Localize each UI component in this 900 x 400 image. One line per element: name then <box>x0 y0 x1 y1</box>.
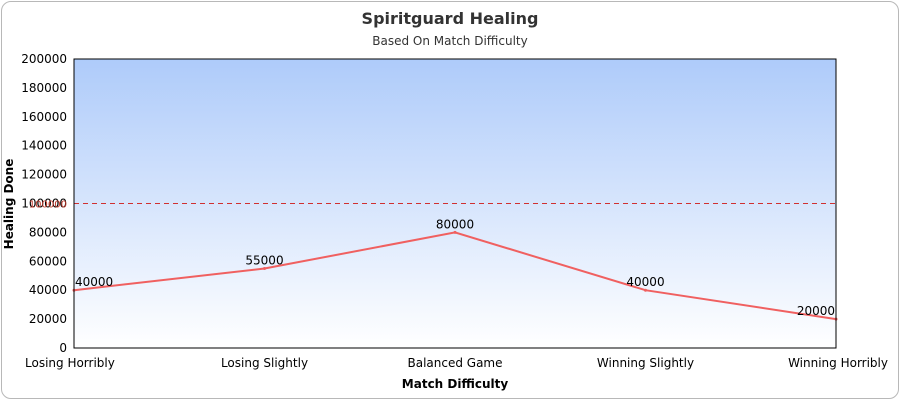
x-tick-label: Winning Horribly <box>788 356 888 370</box>
y-tick-label: 140000 <box>21 139 67 153</box>
x-tick-label: Losing Slightly <box>221 356 308 370</box>
data-label: 55000 <box>245 254 283 268</box>
data-point <box>644 288 647 292</box>
plot-border <box>73 58 837 349</box>
data-point <box>453 230 457 234</box>
y-tick-label: 60000 <box>29 254 67 268</box>
data-label: 40000 <box>626 275 664 289</box>
x-tick-label: Balanced Game <box>407 356 502 370</box>
data-labels: 40000 55000 80000 40000 20000 <box>72 217 838 321</box>
reference-line-label: 100000 <box>29 200 67 211</box>
y-tick-label: 20000 <box>29 312 67 326</box>
y-tick-label: 120000 <box>21 168 67 182</box>
x-tick-label: Winning Slightly <box>597 356 694 370</box>
data-label: 80000 <box>436 217 474 231</box>
y-tick-label: 180000 <box>21 81 67 95</box>
y-tick-label: 0 <box>59 341 67 355</box>
y-tick-label: 100000 <box>21 197 67 211</box>
data-label: 20000 <box>797 304 835 318</box>
y-axis-ticks: 0 20000 40000 60000 80000 100000 120000 140000 1… <box>21 52 67 355</box>
y-tick-label: 200000 <box>21 52 67 66</box>
y-tick-label: 80000 <box>29 225 67 239</box>
data-point <box>263 267 266 271</box>
y-tick-label: 160000 <box>21 110 67 124</box>
x-tick-label: Losing Horribly <box>25 356 115 370</box>
x-axis-label: Match Difficulty <box>402 377 509 391</box>
chart-subtitle: Based On Match Difficulty <box>372 34 527 48</box>
y-tick-label: 40000 <box>29 283 67 297</box>
y-axis-label: Healing Done <box>2 159 16 250</box>
data-label: 40000 <box>75 275 113 289</box>
chart-title: Spiritguard Healing <box>362 9 539 28</box>
x-axis-ticks: Losing Horribly Losing Slightly Balanced G… <box>25 356 888 370</box>
